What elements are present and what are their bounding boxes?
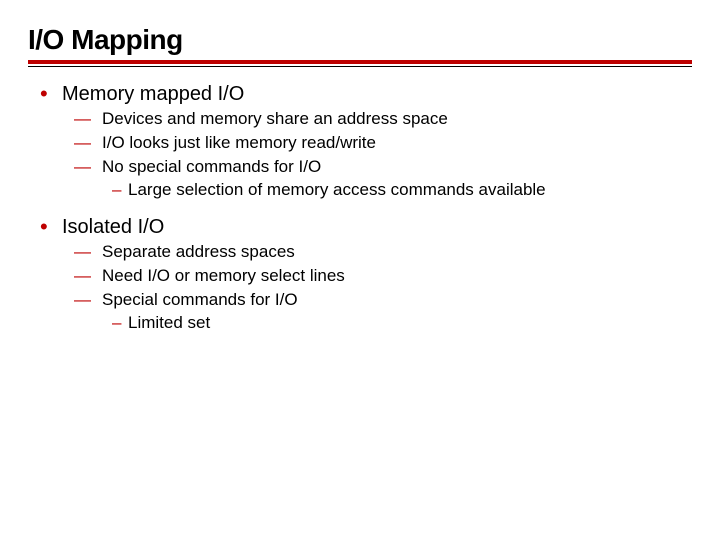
bullet-lvl2: Separate address spaces xyxy=(102,241,692,264)
bullet-lvl1: Memory mapped I/O Devices and memory sha… xyxy=(62,81,692,202)
bullet-text: Need I/O or memory select lines xyxy=(102,266,345,285)
bullet-lvl2: I/O looks just like memory read/write xyxy=(102,132,692,155)
slide: I/O Mapping Memory mapped I/O Devices an… xyxy=(0,0,720,540)
bullet-text: Isolated I/O xyxy=(62,216,164,238)
bullet-text: I/O looks just like memory read/write xyxy=(102,133,376,152)
title-rule-thick xyxy=(28,60,692,64)
bullet-lvl2: No special commands for I/O Large select… xyxy=(102,156,692,202)
bullet-text: Limited set xyxy=(128,313,210,332)
bullet-lvl3: Large selection of memory access command… xyxy=(128,179,692,202)
bullet-lvl2: Need I/O or memory select lines xyxy=(102,265,692,288)
slide-content: Memory mapped I/O Devices and memory sha… xyxy=(28,81,692,335)
bullet-text: Large selection of memory access command… xyxy=(128,180,546,199)
bullet-lvl2: Special commands for I/O Limited set xyxy=(102,289,692,335)
bullet-lvl1: Isolated I/O Separate address spaces Nee… xyxy=(62,214,692,335)
title-rule-thin xyxy=(28,66,692,67)
bullet-lvl3: Limited set xyxy=(128,312,692,335)
bullet-text: Separate address spaces xyxy=(102,242,295,261)
spacer xyxy=(62,204,692,214)
bullet-lvl2: Devices and memory share an address spac… xyxy=(102,108,692,131)
bullet-text: No special commands for I/O xyxy=(102,157,321,176)
bullet-text: Memory mapped I/O xyxy=(62,83,244,105)
bullet-text: Devices and memory share an address spac… xyxy=(102,109,448,128)
bullet-text: Special commands for I/O xyxy=(102,290,298,309)
slide-title: I/O Mapping xyxy=(28,24,692,56)
